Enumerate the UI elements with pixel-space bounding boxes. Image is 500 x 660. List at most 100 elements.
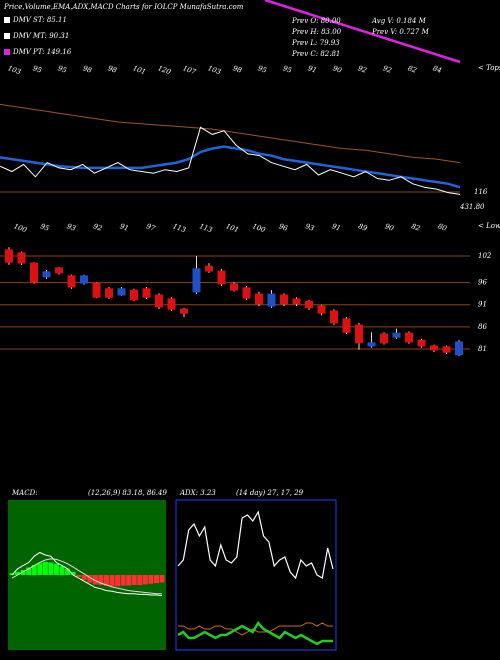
candle-body — [330, 310, 338, 324]
tops-label: 103 — [7, 64, 23, 76]
lows-label: 89 — [357, 222, 369, 233]
info-text: Prev C: 82.81 — [291, 50, 340, 58]
lows-label: 96 — [278, 222, 290, 233]
histogram-bar — [103, 575, 109, 586]
tops-label: 95 — [57, 64, 69, 75]
histogram-bar — [31, 565, 37, 575]
candle-body — [455, 341, 463, 356]
candle-body — [67, 275, 76, 288]
candle-body — [167, 298, 176, 310]
panel-title: MACD: — [11, 489, 38, 497]
candle-body — [230, 283, 238, 291]
candle-body — [180, 308, 188, 314]
tops-label: 95 — [32, 64, 44, 75]
candle-body — [317, 305, 326, 314]
histogram-bar — [20, 570, 26, 575]
series-line — [11, 558, 162, 595]
lows-label: 82 — [410, 222, 422, 233]
series-line — [11, 551, 163, 597]
y-tick-label: 96 — [478, 279, 487, 287]
lows-label: 95 — [39, 222, 51, 233]
histogram-bar — [48, 562, 54, 575]
candle-body — [305, 300, 313, 309]
y-tick-label: 81 — [478, 345, 487, 353]
histogram-bar — [142, 575, 148, 585]
histogram-bar — [98, 575, 104, 585]
legend-swatch — [4, 49, 10, 55]
candle-body — [92, 282, 101, 298]
histogram-bar — [148, 575, 154, 584]
lows-label: 100 — [251, 222, 267, 234]
right-label: 116 — [474, 188, 488, 196]
tops-label: 98 — [107, 64, 119, 75]
tops-label: 92 — [382, 64, 394, 75]
lows-label: 97 — [145, 222, 157, 233]
histogram-bar — [42, 561, 48, 575]
panel-subtitle: (14 day) 27, 17, 29 — [236, 489, 304, 497]
panel-title: ADX: 3.23 — [179, 489, 216, 497]
candle-body — [280, 294, 288, 305]
histogram-bar — [137, 575, 143, 585]
candle-body — [17, 252, 26, 264]
candle-body — [42, 271, 51, 278]
candle-body — [442, 346, 451, 353]
tops-label: 95 — [257, 64, 269, 75]
tops-label: 98 — [82, 64, 94, 75]
tops-label: 101 — [132, 64, 147, 76]
candle-body — [255, 293, 263, 305]
tops-label: 103 — [207, 64, 223, 76]
trend-line — [264, 0, 461, 64]
panel-subtitle: (12,26,9) 83.18, 86.49 — [88, 489, 167, 497]
candle-body — [342, 318, 351, 333]
series-line — [177, 510, 334, 580]
candle-body — [30, 262, 38, 283]
info-text: Prev H: 83.00 — [291, 28, 342, 36]
histogram-bar — [115, 575, 121, 587]
series-line — [0, 103, 461, 164]
legend-entry: DMV MT: 90.31 — [12, 32, 69, 40]
page-title: Price,Volume,EMA,ADX,MACD Charts for IOL… — [3, 3, 244, 11]
lows-label: 101 — [225, 222, 240, 234]
histogram-bar — [126, 575, 132, 586]
lows-label: 91 — [119, 222, 130, 233]
legend-swatch — [4, 17, 10, 23]
candle-body — [405, 332, 413, 343]
candle-body — [392, 332, 401, 338]
candle-body — [130, 289, 138, 301]
histogram-bar — [26, 567, 32, 575]
candle-body — [117, 288, 126, 296]
legend-entry: DMV PT: 149.16 — [12, 48, 72, 56]
right-label: 431.80 — [459, 203, 485, 211]
candle-body — [192, 268, 201, 293]
histogram-bar — [92, 575, 98, 585]
lows-label: 90 — [384, 222, 396, 233]
candle-body — [292, 298, 301, 305]
y-tick-label: 102 — [478, 252, 492, 260]
series-line — [0, 126, 461, 195]
candle-body — [142, 288, 151, 298]
tops-label: 107 — [182, 64, 198, 76]
histogram-bar — [87, 575, 93, 583]
lows-label: 91 — [331, 222, 342, 233]
lows-label: 93 — [304, 222, 316, 233]
tops-caption: < Tops — [478, 64, 500, 72]
tops-label: 120 — [157, 64, 173, 76]
candle-body — [242, 287, 251, 299]
histogram-bar — [131, 575, 137, 585]
info-text: Prev O: 80.00 — [291, 17, 341, 25]
candle-body — [55, 267, 63, 274]
histogram-bar — [153, 575, 159, 584]
info-text: Prev L: 79.93 — [291, 39, 340, 47]
y-tick-label: 86 — [478, 323, 487, 331]
candle-body — [5, 249, 13, 263]
legend-entry: DMV ST: 85.11 — [12, 16, 67, 24]
candle-body — [430, 345, 438, 351]
candle-body — [217, 270, 226, 285]
panel-background — [8, 500, 166, 650]
lows-label: 93 — [66, 222, 78, 233]
tops-label: 82 — [407, 64, 419, 75]
series-line — [177, 620, 333, 646]
tops-label: 95 — [282, 64, 294, 75]
